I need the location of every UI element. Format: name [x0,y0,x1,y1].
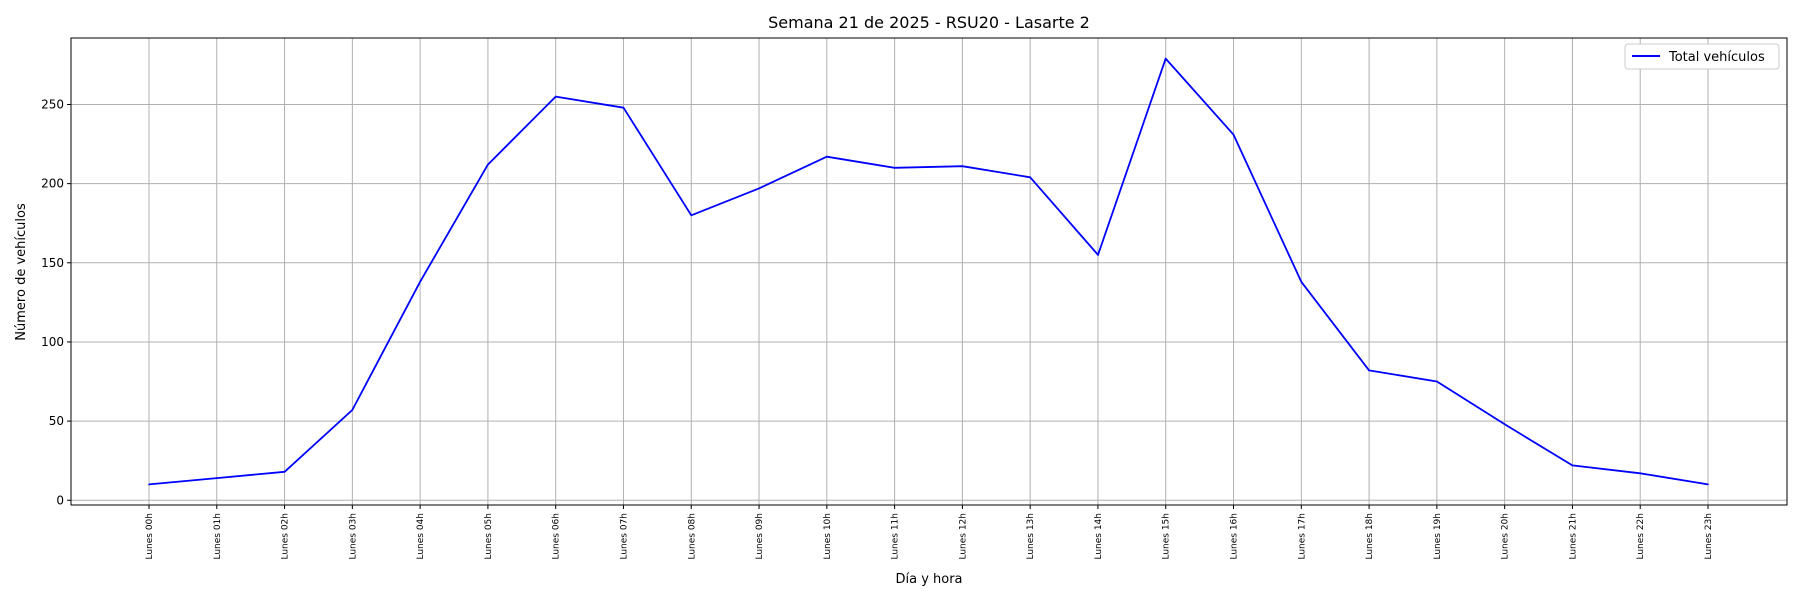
y-tick-label: 250 [41,97,64,111]
legend-box [1624,43,1780,70]
x-tick-label: Lunes 03h [348,513,358,560]
x-tick-label: Lunes 08h [687,513,697,560]
data-point [1368,369,1370,372]
data-point [419,280,421,283]
x-tick-label: Lunes 12h [958,513,968,560]
data-point [215,477,218,479]
x-tick-label: Lunes 09h [755,513,765,560]
x-tick-label: Lunes 14h [1094,513,1104,560]
x-tick-label: Lunes 23h [1704,513,1714,560]
x-tick-label: Lunes 16h [1230,513,1240,560]
data-point [1707,483,1709,486]
x-tick-label: Lunes 18h [1365,513,1375,560]
x-tick-label: Lunes 00h [145,513,155,560]
x-tick-label: Lunes 01h [213,513,223,560]
x-axis-label: Día y hora [895,572,962,587]
x-tick-label: Lunes 22h [1636,513,1646,560]
x-tick-label: Lunes 21h [1568,513,1578,560]
x-tick-label: Lunes 06h [552,513,562,560]
x-tick-label: Lunes 15h [1162,513,1172,560]
x-axis-ticks: Lunes 00h Lunes 01h Lunes 02h Lunes 03h Lune… [145,505,1714,560]
y-axis-label: Número de vehículos [14,203,29,341]
y-tick-label: 100 [41,335,64,349]
data-point [622,106,625,109]
data-point [1029,176,1031,179]
data-point [1436,380,1438,383]
y-tick-label: 50 [49,414,64,428]
data-point [1300,280,1303,283]
y-tick-label: 0 [56,493,64,507]
data-point [283,470,286,473]
x-tick-label: Lunes 20h [1501,513,1511,560]
x-tick-label: Lunes 05h [484,513,494,560]
x-tick-label: Lunes 13h [1026,513,1036,560]
grid [71,38,1787,505]
data-point [893,167,896,169]
x-tick-label: Lunes 19h [1433,513,1443,560]
x-tick-label: Lunes 02h [281,513,291,560]
chart-title: Semana 21 de 2025 - RSU20 - Lasarte 2 [768,13,1090,32]
data-point [826,155,828,158]
data-point [1232,133,1235,136]
data-point [148,483,150,486]
y-axis-ticks: 0 50 100 150 200 250 [41,97,71,507]
series-lines [148,57,1709,486]
series-line-0 [148,57,1709,486]
data-point [351,409,354,411]
y-tick-label: 200 [41,177,64,191]
x-tick-label: Lunes 17h [1297,513,1307,560]
x-tick-label: Lunes 11h [891,513,901,560]
data-point [1503,423,1506,426]
data-point [1097,254,1099,256]
x-tick-label: Lunes 10h [823,513,833,560]
data-point [554,95,557,98]
x-tick-label: Lunes 04h [416,513,426,560]
legend: Total vehículos [1624,43,1780,70]
data-point [1571,464,1574,467]
data-point [961,165,964,168]
data-point [690,214,693,217]
legend-label: Total vehículos [1668,50,1765,65]
y-tick-label: 150 [41,256,64,270]
data-point [1639,472,1642,475]
data-point [758,187,760,190]
plot-frame [70,37,1788,506]
data-point [487,163,489,166]
data-point [1164,57,1167,60]
x-tick-label: Lunes 07h [619,513,629,560]
